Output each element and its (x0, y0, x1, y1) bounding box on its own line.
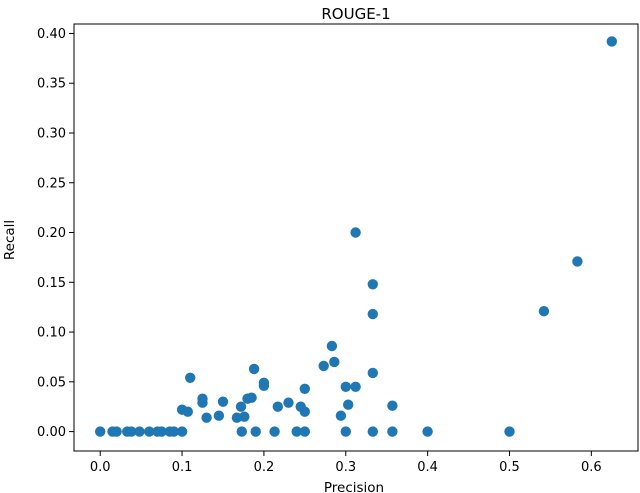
y-tick-label: 0.30 (37, 126, 66, 141)
data-point (111, 426, 122, 437)
data-point (387, 400, 398, 411)
data-point (258, 380, 270, 391)
data-point (299, 406, 310, 417)
data-point (504, 426, 515, 437)
data-point (340, 381, 351, 392)
data-point (326, 340, 338, 352)
data-point (235, 401, 247, 412)
data-point (126, 426, 137, 437)
data-point (134, 426, 145, 437)
data-point (182, 406, 193, 417)
data-points (95, 36, 617, 437)
y-tick-label: 0.00 (37, 425, 66, 440)
x-tick-label: 0.0 (90, 460, 111, 475)
data-point (144, 426, 155, 437)
x-tick-label: 0.1 (172, 460, 193, 475)
plot-frame (73, 23, 639, 452)
data-point (335, 410, 347, 421)
y-axis-ticks: 0.00 0.05 0.10 0.15 0.20 0.25 0.30 0.35 0.40 (37, 27, 74, 440)
data-point (217, 396, 229, 407)
data-point (340, 426, 351, 437)
x-axis-ticks: 0.0 0.1 0.2 0.3 0.4 0.5 0.6 (90, 451, 602, 475)
data-point (422, 426, 433, 437)
data-point (248, 363, 260, 375)
data-point (343, 399, 354, 410)
data-point (168, 426, 180, 437)
data-point (367, 367, 378, 379)
data-point (299, 383, 310, 394)
data-point (176, 426, 188, 437)
x-tick-label: 0.4 (417, 460, 438, 475)
y-tick-label: 0.10 (37, 326, 66, 341)
data-point (250, 426, 261, 437)
y-tick-label: 0.20 (37, 226, 66, 241)
data-point (156, 426, 167, 437)
data-point (236, 426, 247, 437)
data-point (367, 279, 378, 290)
y-tick-label: 0.35 (37, 77, 66, 92)
data-point (283, 397, 294, 408)
data-point (246, 392, 257, 403)
data-point (291, 426, 302, 437)
y-tick-label: 0.40 (37, 27, 66, 42)
data-point (95, 426, 106, 437)
data-point (201, 412, 212, 423)
x-tick-label: 0.2 (254, 460, 275, 475)
x-tick-label: 0.3 (335, 460, 356, 475)
x-axis-label: Precision (324, 480, 384, 493)
y-axis-label: Recall (2, 220, 18, 260)
y-tick-label: 0.15 (37, 276, 66, 291)
x-tick-label: 0.6 (581, 460, 602, 475)
data-point (387, 426, 398, 437)
data-point (213, 410, 225, 421)
data-point (197, 397, 208, 408)
data-point (350, 227, 361, 238)
data-point (239, 411, 250, 422)
data-point (538, 306, 550, 317)
data-point (299, 426, 310, 437)
data-point (606, 36, 617, 47)
data-point (272, 401, 283, 412)
data-point (318, 360, 329, 372)
y-tick-label: 0.05 (37, 375, 66, 390)
data-point (350, 381, 361, 392)
data-point (185, 372, 196, 383)
y-tick-label: 0.25 (37, 176, 66, 191)
data-point (329, 356, 340, 368)
chart-title: ROUGE-1 (321, 5, 390, 23)
x-tick-label: 0.5 (499, 460, 520, 475)
data-point (367, 308, 378, 320)
data-point (269, 426, 280, 437)
data-point (572, 256, 583, 267)
data-point (367, 426, 378, 437)
